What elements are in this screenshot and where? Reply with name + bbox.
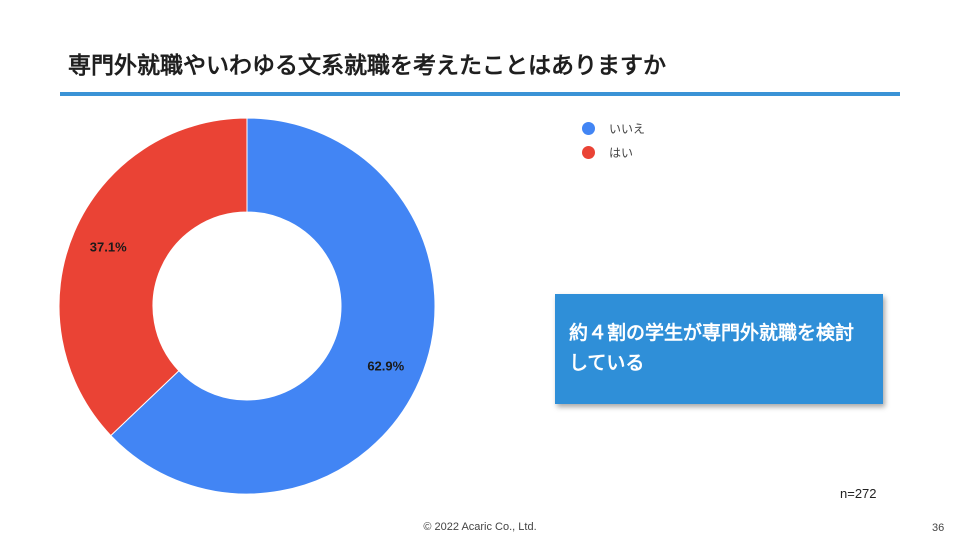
legend-item-iie: いいえ [582,116,645,140]
footer-copyright: © 2022 Acaric Co., Ltd. [423,521,537,533]
callout-text: 約４割の学生が専門外就職を検討している [569,322,855,374]
donut-slice-1 [58,117,248,437]
slide-title: 専門外就職やいわゆる文系就職を考えたことはありますか [68,53,666,79]
page-number: 36 [932,522,945,534]
legend-label-iie: いいえ [609,121,646,136]
legend-label-hai: はい [609,145,634,160]
legend-item-hai: はい [582,140,645,164]
legend-swatch-hai [582,145,595,159]
title-underline [60,92,900,96]
callout-box: 約４割の学生が専門外就職を検討している [555,294,883,404]
slice-data-label-1: 37.1% [90,239,127,254]
chart-legend: いいえ はい [582,116,645,164]
slice-data-label-0: 62.9% [367,359,404,374]
legend-swatch-iie [582,121,595,135]
sample-size-label: n=272 [840,486,877,501]
donut-slice-0 [110,117,436,495]
